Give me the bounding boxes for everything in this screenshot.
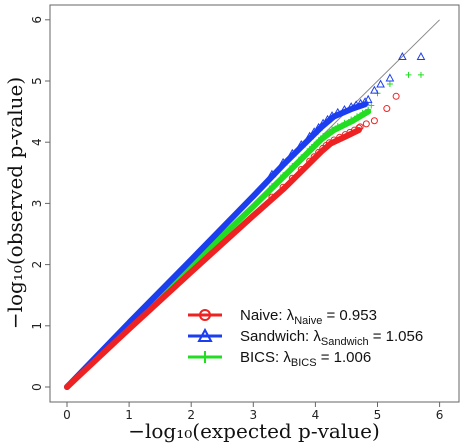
data-point xyxy=(315,137,322,144)
data-point xyxy=(398,51,407,61)
data-point xyxy=(333,107,343,116)
y-tick-label: 6 xyxy=(30,16,44,24)
data-point xyxy=(416,51,426,61)
data-point xyxy=(392,92,400,100)
data-point xyxy=(340,105,349,113)
legend-entry-naive: Naive: λNaive = 0.953 xyxy=(188,307,377,327)
y-axis: 0 1 2 3 4 5 6 xyxy=(30,16,50,391)
data-point xyxy=(376,79,385,88)
data-point xyxy=(405,71,412,78)
data-point xyxy=(354,113,361,120)
legend-entry-bics: BICS: λBICS = 1.006 xyxy=(188,349,371,369)
series-naive xyxy=(64,92,400,390)
y-tick-label: 4 xyxy=(30,138,44,146)
x-tick-label: 4 xyxy=(312,408,320,422)
data-point xyxy=(288,174,296,182)
data-point xyxy=(268,193,276,201)
series-layer xyxy=(64,51,426,390)
legend-sandwich-label: Sandwich: λSandwich = 1.056 xyxy=(240,328,423,348)
legend: Naive: λNaive = 0.953 Sandwich: λSandwic… xyxy=(188,307,423,369)
data-point xyxy=(365,106,372,113)
data-point xyxy=(268,183,275,190)
data-point xyxy=(306,157,314,165)
data-point xyxy=(280,172,287,179)
x-tick-label: 3 xyxy=(249,408,257,422)
data-point xyxy=(383,105,391,113)
legend-naive-marker xyxy=(199,309,211,321)
data-point xyxy=(289,163,296,170)
series-sandwich xyxy=(64,51,426,390)
x-tick-label: 0 xyxy=(63,408,71,422)
data-point xyxy=(386,81,393,88)
data-point xyxy=(324,129,331,136)
y-tick-label: 0 xyxy=(30,383,44,391)
data-point xyxy=(336,133,344,141)
data-point xyxy=(348,116,355,123)
data-point xyxy=(355,124,363,132)
data-point xyxy=(370,85,379,94)
data-point xyxy=(368,102,375,109)
legend-bics-marker xyxy=(199,351,211,363)
legend-entry-sandwich: Sandwich: λSandwich = 1.056 xyxy=(188,327,423,348)
y-tick-label: 3 xyxy=(30,200,44,208)
x-tick-label: 5 xyxy=(374,408,382,422)
data-point xyxy=(310,153,318,161)
data-point xyxy=(329,126,336,133)
data-point xyxy=(370,117,378,125)
data-point xyxy=(306,145,313,152)
legend-naive-label: Naive: λNaive = 0.953 xyxy=(240,307,377,327)
legend-sandwich-marker xyxy=(197,327,213,342)
data-point xyxy=(318,118,328,127)
data-point xyxy=(297,165,305,173)
data-point xyxy=(417,71,424,78)
data-point xyxy=(360,97,370,105)
data-point xyxy=(315,148,323,156)
x-tick-label: 6 xyxy=(436,408,444,422)
x-tick-label: 2 xyxy=(187,408,195,422)
x-axis: 0 1 2 3 4 5 6 xyxy=(63,402,443,422)
series-bics-band xyxy=(64,108,372,390)
data-point xyxy=(298,154,305,161)
data-point xyxy=(330,136,338,144)
data-point xyxy=(314,122,323,131)
data-point xyxy=(323,114,332,123)
data-point xyxy=(359,109,366,116)
data-point xyxy=(287,148,297,157)
y-tick-label: 2 xyxy=(30,261,44,269)
x-tick-label: 1 xyxy=(125,408,133,422)
data-point xyxy=(356,123,364,131)
y-tick-label: 1 xyxy=(30,322,44,330)
data-point xyxy=(279,183,287,191)
data-point xyxy=(341,119,348,126)
data-point xyxy=(309,127,319,135)
data-point xyxy=(278,157,288,166)
data-point xyxy=(385,73,395,82)
data-point xyxy=(362,120,370,128)
data-point xyxy=(267,169,277,178)
x-axis-title: −log₁₀(expected p-value) xyxy=(128,419,380,443)
data-point xyxy=(320,133,327,140)
data-point xyxy=(305,131,315,140)
data-point xyxy=(296,139,306,148)
data-point xyxy=(363,94,373,103)
legend-bics-label: BICS: λBICS = 1.006 xyxy=(240,349,371,369)
y-tick-label: 5 xyxy=(30,77,44,85)
data-point xyxy=(334,123,341,130)
series-bics xyxy=(64,71,424,390)
data-point xyxy=(311,141,318,148)
y-axis-title: −log₁₀(observed p-value) xyxy=(3,77,27,329)
